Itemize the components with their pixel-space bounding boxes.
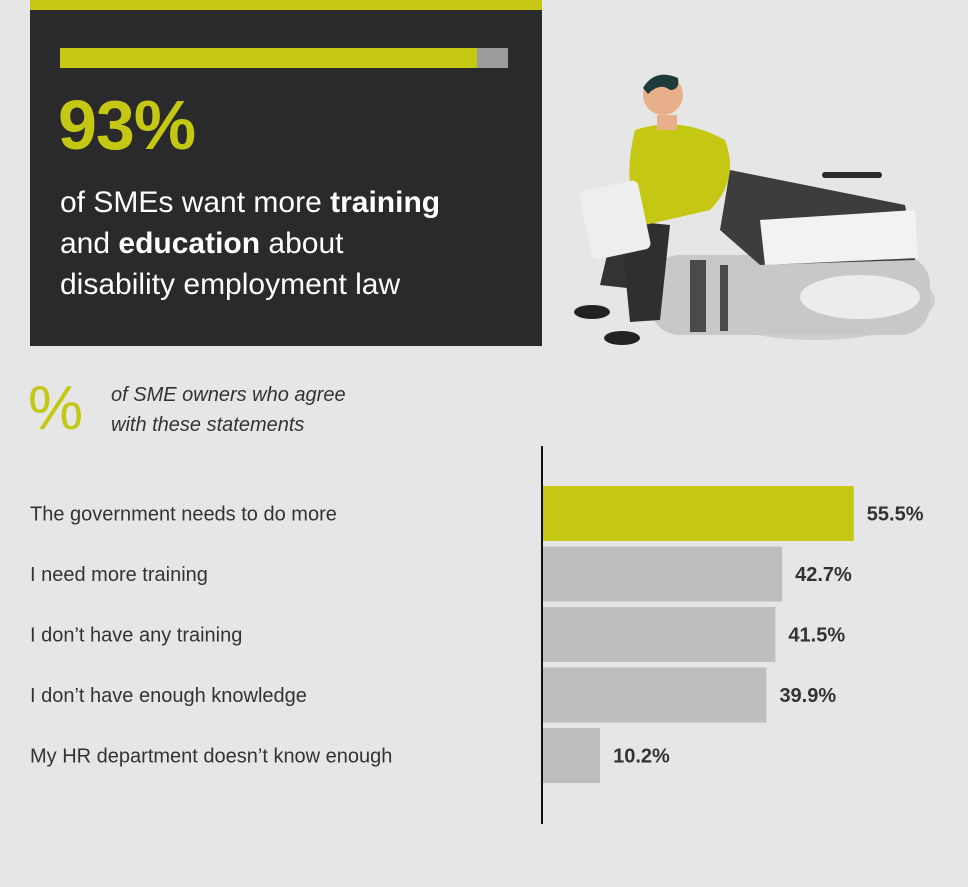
chart-value-label: 42.7% bbox=[795, 564, 852, 586]
legend-line2: with these statements bbox=[111, 414, 305, 436]
stat-line2-text: and bbox=[60, 227, 119, 260]
percent-icon: % bbox=[28, 374, 84, 443]
chart-value-label: 55.5% bbox=[867, 504, 924, 526]
progress-bar bbox=[60, 48, 508, 68]
stat-keyword-training: training bbox=[330, 186, 441, 219]
chart-category-label: I need more training bbox=[30, 564, 208, 586]
chart-category-label: I don’t have any training bbox=[30, 625, 242, 647]
stat-description: of SMEs want more training and education… bbox=[60, 182, 530, 305]
chart-bar bbox=[543, 546, 783, 602]
stat-panel: 93% of SMEs want more training and educa… bbox=[30, 10, 542, 346]
stat-line1-text: of SMEs want more bbox=[60, 186, 331, 219]
person-on-books-illustration bbox=[574, 74, 935, 345]
accent-strip bbox=[30, 0, 542, 10]
chart-bar bbox=[543, 486, 854, 541]
stat-keyword-education: education bbox=[118, 227, 261, 260]
book-stack-icon bbox=[650, 170, 935, 340]
chart-category-label: My HR department doesn’t know enough bbox=[30, 746, 392, 768]
legend-line1: of SME owners who agree bbox=[111, 384, 346, 406]
chart-category-label: The government needs to do more bbox=[30, 504, 337, 526]
stat-line2-tail: about bbox=[260, 227, 344, 260]
person-icon bbox=[574, 74, 730, 345]
chart-bar bbox=[543, 607, 776, 662]
chart-bar bbox=[543, 728, 601, 783]
bar-chart: The government needs to do more 55.5% I ne… bbox=[0, 440, 968, 830]
chart-bar bbox=[543, 667, 767, 723]
chart-legend-note: of SME owners who agree with these state… bbox=[111, 380, 346, 440]
bar-chart-svg: The government needs to do more 55.5% I ne… bbox=[30, 446, 924, 824]
progress-fill bbox=[60, 48, 477, 68]
chart-value-label: 39.9% bbox=[779, 685, 836, 707]
big-stat: 93% bbox=[58, 86, 196, 164]
stat-line3-text: disability employment law bbox=[60, 268, 401, 301]
chart-value-label: 10.2% bbox=[613, 746, 670, 768]
chart-category-label: I don’t have enough knowledge bbox=[30, 685, 307, 707]
chart-value-label: 41.5% bbox=[788, 625, 845, 647]
